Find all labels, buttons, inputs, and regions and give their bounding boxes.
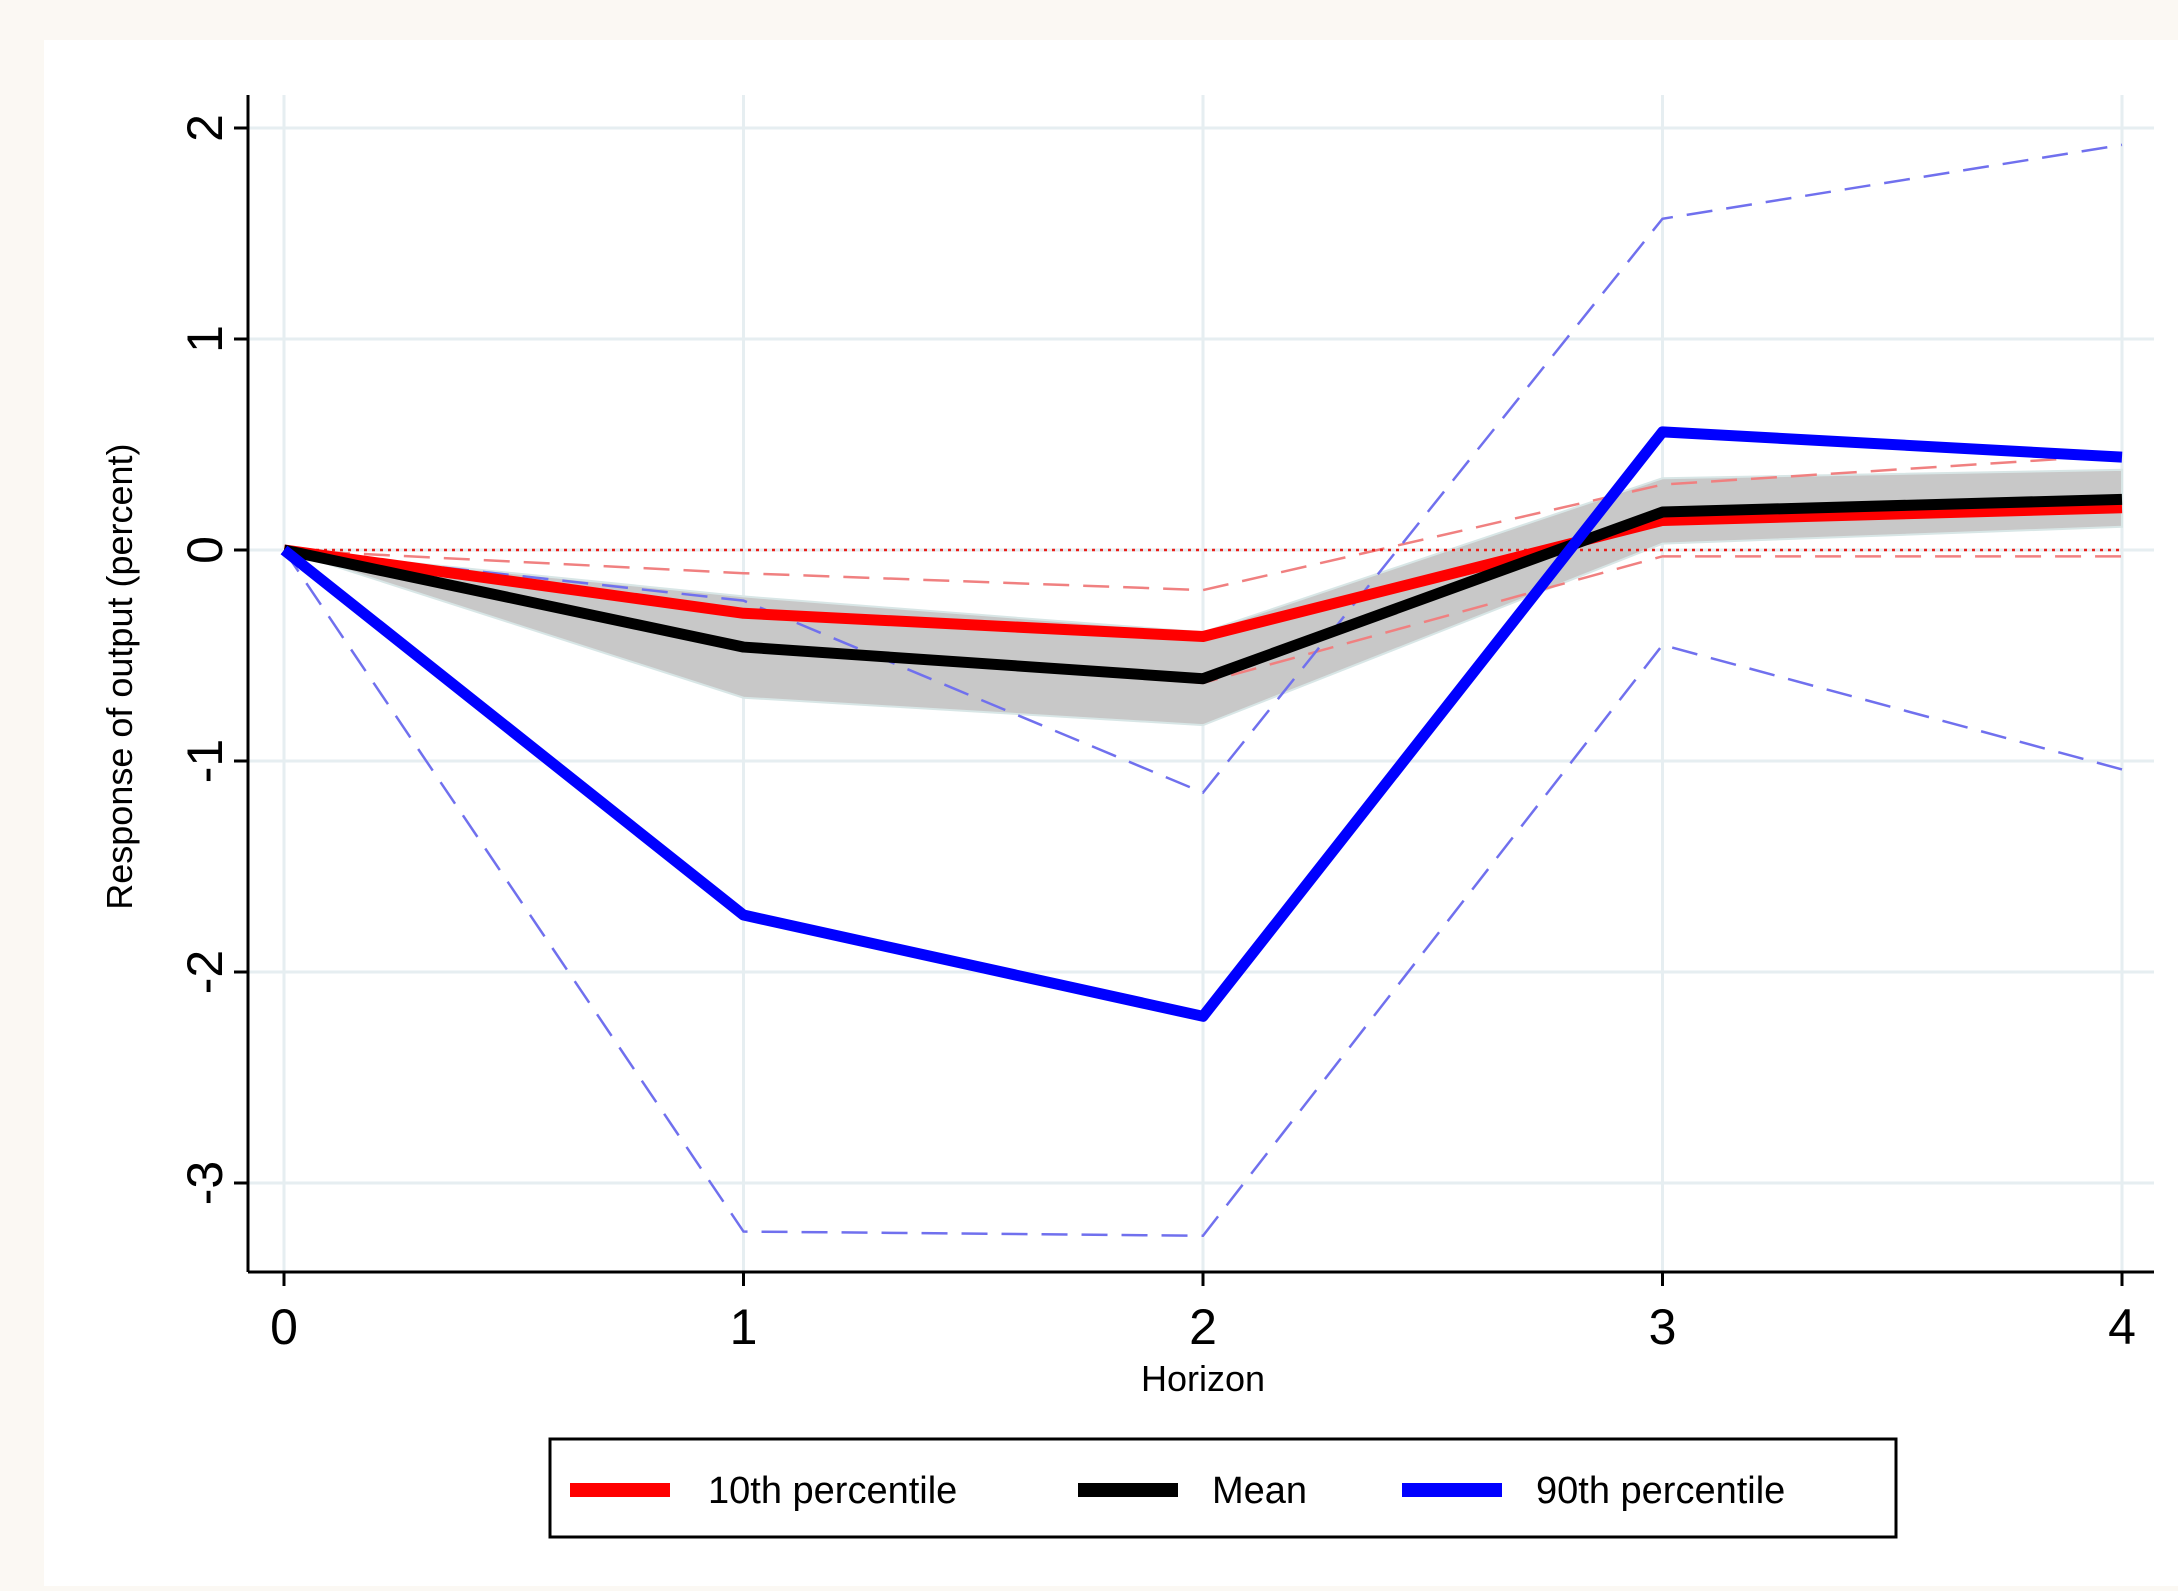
line-chart: 0 1 2 3 4 2 1 0 -1 -2 -3 Horizon Response of outpu… [44,40,2178,1586]
legend-label-10th-percentile: 10th percentile [708,1470,957,1512]
90th-percentile-lower-band [282,549,2123,1238]
y-tick-label-0: 0 [177,536,233,564]
legend: 10th percentile Mean 90th percentile [548,1437,1898,1539]
legend-label-90th-percentile: 90th percentile [1536,1470,1785,1512]
y-tick-label-1: 1 [177,325,233,353]
y-tick-label--2: -2 [177,950,233,994]
y-axis-label: Response of output (percent) [99,443,140,909]
10th-percentile-upper-band [283,453,2123,592]
x-tick-label-2: 2 [1189,1299,1217,1355]
mean-line [282,493,2123,685]
90th-percentile-upper-band [283,143,2123,795]
90th-percentile-line [280,426,2123,1022]
x-tick-label-1: 1 [730,1299,758,1355]
x-tick-label-0: 0 [270,1299,298,1355]
legend-label-mean: Mean [1212,1470,1307,1512]
plot-background [44,40,2178,1586]
series-lines [280,426,2123,1022]
legend-box [548,1437,1898,1539]
y-tick-label--3: -3 [177,1161,233,1205]
tick-labels: 0 1 2 3 4 2 1 0 -1 -2 -3 [177,114,2136,1355]
mean-confidence-band [283,468,2123,727]
10th-percentile-line [283,502,2123,643]
y-tick-label-2: 2 [177,114,233,142]
y-tick-label--1: -1 [177,739,233,783]
chart-figure: 0 1 2 3 4 2 1 0 -1 -2 -3 Horizon Response of outpu… [44,40,2178,1586]
x-axis-label: Horizon [1141,1358,1265,1399]
x-tick-label-3: 3 [1649,1299,1677,1355]
axes [234,95,2154,1286]
x-tick-label-4: 4 [2108,1299,2136,1355]
